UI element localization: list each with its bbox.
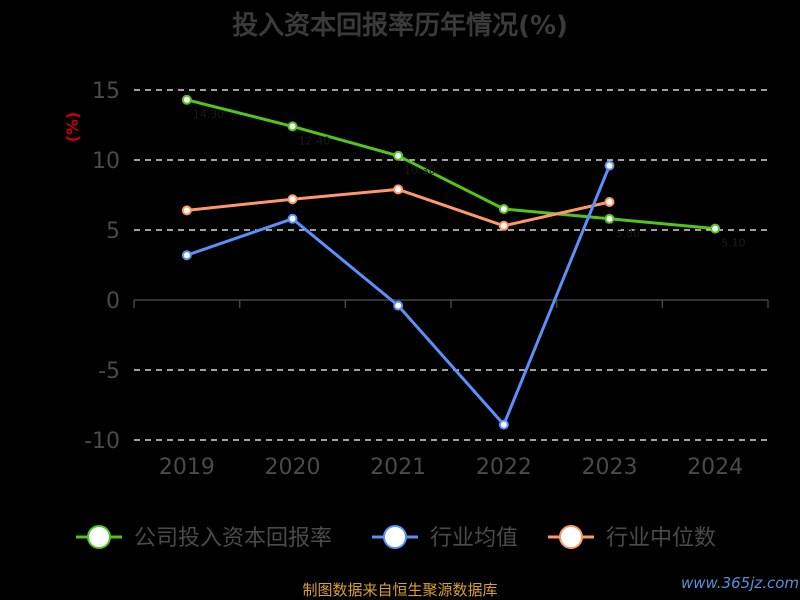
data-label: 5.10 bbox=[721, 237, 746, 250]
legend-item: 行业中位数 bbox=[548, 525, 716, 551]
legend-item: 行业均值 bbox=[372, 525, 518, 551]
legend-label: 行业均值 bbox=[430, 526, 518, 551]
data-point bbox=[498, 220, 509, 231]
data-source-note: 制图数据来自恒生聚源数据库 bbox=[302, 581, 497, 599]
legend-label: 行业中位数 bbox=[606, 526, 716, 551]
data-label: 12.40 bbox=[299, 134, 331, 147]
gridlines bbox=[134, 89, 768, 441]
watermark: www.365jz.com bbox=[681, 574, 799, 592]
y-tick-label: -10 bbox=[84, 429, 120, 454]
series-line bbox=[186, 187, 610, 228]
data-point bbox=[710, 223, 721, 234]
data-point bbox=[604, 160, 615, 171]
data-point bbox=[287, 213, 298, 224]
data-point bbox=[393, 300, 404, 311]
data-point bbox=[181, 94, 192, 105]
data-point bbox=[181, 205, 192, 216]
x-tick-label: 2022 bbox=[476, 455, 532, 480]
data-label: 10.30 bbox=[404, 164, 436, 177]
data-label: 5.80 bbox=[616, 227, 641, 240]
y-tick-label: 10 bbox=[92, 149, 120, 174]
chart-title: 投入资本回报率历年情况(%) bbox=[232, 10, 568, 41]
y-tick-label: 0 bbox=[106, 289, 120, 314]
data-label: 14.30 bbox=[193, 108, 225, 121]
data-point bbox=[498, 204, 509, 214]
data-point bbox=[604, 213, 615, 224]
x-tick-label: 2021 bbox=[370, 455, 426, 480]
y-axis-label: (%) bbox=[63, 112, 82, 143]
x-tick-label: 2019 bbox=[159, 455, 215, 480]
data-point bbox=[393, 150, 404, 161]
data-point bbox=[498, 419, 509, 430]
y-tick-label: -5 bbox=[98, 359, 120, 384]
legend-marker bbox=[383, 525, 407, 549]
x-tick-label: 2024 bbox=[687, 455, 743, 480]
data-point bbox=[181, 250, 192, 261]
data-point bbox=[604, 197, 615, 207]
data-point bbox=[287, 121, 298, 132]
legend-marker bbox=[559, 525, 583, 549]
legend-label: 公司投入资本回报率 bbox=[134, 526, 332, 551]
legend: 公司投入资本回报率 行业均值 行业中位数 bbox=[76, 525, 716, 551]
data-point bbox=[393, 184, 404, 195]
legend-marker bbox=[87, 525, 111, 549]
axes: -10 -5 0 5 10 15 2019 2020 2021 2022 2023 2024 bbox=[84, 79, 769, 480]
x-tick-label: 2023 bbox=[582, 455, 638, 480]
data-point bbox=[287, 194, 298, 205]
y-tick-label: 15 bbox=[92, 79, 120, 104]
y-tick-label: 5 bbox=[106, 219, 120, 244]
x-tick-label: 2020 bbox=[265, 455, 321, 480]
legend-item: 公司投入资本回报率 bbox=[76, 525, 332, 551]
series-line bbox=[186, 98, 716, 231]
